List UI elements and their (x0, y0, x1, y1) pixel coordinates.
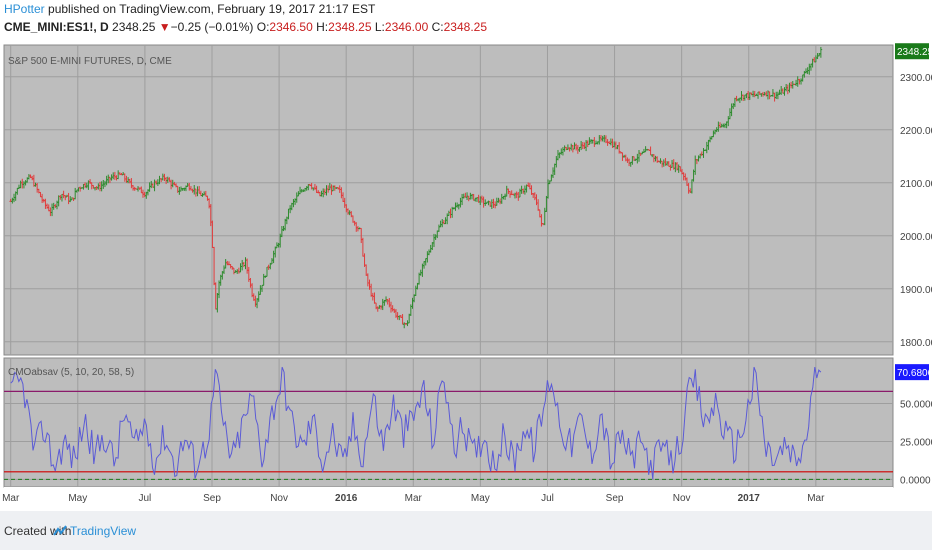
symbol-info-line: CME_MINI:ES1!, D 2348.25 ▼−0.25 (−0.01%)… (4, 20, 487, 34)
osc-series-line (10, 366, 822, 480)
osc-last-value-badge-text: 70.6806 (897, 368, 932, 379)
x-axis-strip (4, 487, 893, 509)
osc-y-tick-label: 0.0000 (900, 475, 931, 486)
x-tick-label: May (68, 493, 87, 504)
price-bars (9, 47, 823, 329)
publisher-username[interactable]: HPotter (4, 2, 45, 16)
high-label: H: (316, 20, 329, 34)
x-tick-label: 2016 (335, 493, 358, 504)
x-tick-label: Mar (807, 493, 825, 504)
tradingview-brand[interactable]: TradingView (70, 524, 137, 538)
osc-y-tick-label: 50.0000 (900, 400, 932, 411)
price-y-tick-label: 2300.00 (900, 73, 932, 84)
osc-pane-title: CMOabsav (5, 10, 20, 58, 5) (8, 367, 134, 378)
oscillator-pane (3, 357, 894, 488)
open-value: 2346.50 (269, 20, 313, 34)
x-tick-label: Nov (270, 493, 288, 504)
symbol-name: CME_MINI:ES1!, D (4, 20, 109, 34)
footer: Created with TradingView (0, 511, 932, 550)
price-y-tick-label: 2100.00 (900, 179, 932, 190)
low-value: 2346.00 (384, 20, 429, 34)
close-value: 2348.25 (443, 20, 488, 34)
tradingview-logo-icon (53, 525, 67, 536)
x-tick-label: Mar (2, 493, 20, 504)
close-label: C: (431, 20, 444, 34)
x-tick-label: Mar (405, 493, 423, 504)
last-price-badge (895, 43, 929, 60)
price-y-tick-label: 1900.00 (900, 285, 932, 296)
x-tick-label: Sep (203, 493, 221, 504)
x-tick-label: 2017 (738, 493, 761, 504)
publish-info: published on TradingView.com, February 1… (48, 2, 376, 16)
price-y-tick-label: 1800.00 (900, 338, 932, 349)
x-tick-label: Jul (138, 493, 151, 504)
x-tick-label: Nov (673, 493, 691, 504)
low-label: L: (374, 20, 385, 34)
x-tick-label: Sep (606, 493, 624, 504)
down-arrow-icon: ▼ (158, 20, 171, 34)
price-pane-title: S&P 500 E-MINI FUTURES, D, CME (8, 56, 172, 67)
price-bar (819, 47, 823, 58)
price-y-tick-label: 2000.00 (900, 232, 932, 243)
x-tick-label: May (471, 493, 490, 504)
publisher-line: HPotter published on TradingView.com, Fe… (4, 2, 375, 16)
high-value: 2348.25 (328, 20, 372, 34)
osc-last-value-badge (895, 364, 929, 381)
last-price-badge-text: 2348.25 (897, 47, 932, 58)
x-tick-label: Jul (541, 493, 554, 504)
price-y-tick-label: 2200.00 (900, 126, 932, 137)
chart-area[interactable]: 2300.00 2200.00 2100.00 2000.00 1900.00 1800.… (0, 0, 932, 511)
open-label: O: (256, 20, 270, 34)
price-change: −0.25 (−0.01%) (170, 20, 254, 34)
last-price: 2348.25 (112, 20, 156, 34)
osc-y-tick-label: 25.0000 (900, 437, 932, 448)
